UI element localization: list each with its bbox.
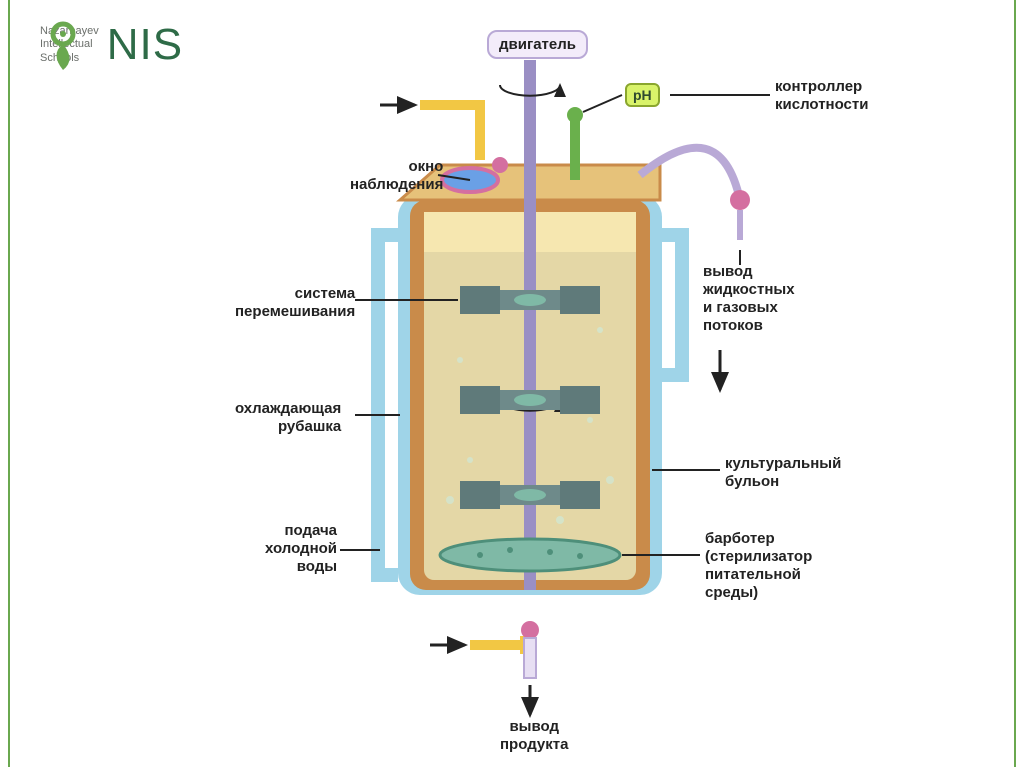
jacket-label: охлаждающая рубашка [235, 400, 341, 436]
feed-pipe-top [420, 105, 480, 160]
jacket-pipe-left [378, 235, 398, 575]
agitator-shaft [524, 60, 536, 590]
broth-label: культуральный бульон [725, 455, 841, 491]
bioreactor-diagram [0, 0, 1024, 767]
acid-controller-label: контроллер кислотности [775, 78, 868, 114]
gas-out-label: вывод жидкостных и газовых потоков [703, 263, 795, 335]
jacket-pipe-right [662, 235, 682, 375]
sparger [440, 539, 620, 571]
product-valve [521, 621, 539, 639]
leader-ph [583, 95, 622, 112]
ph-probe-top [567, 107, 583, 123]
outlet-valve [730, 190, 750, 210]
window-label: окно наблюдения [350, 158, 443, 194]
cold-water-label: подача холодной воды [265, 522, 337, 576]
ph-probe [570, 120, 580, 180]
ph-label: pH [625, 83, 660, 107]
mixing-label: система перемешивания [235, 285, 355, 321]
sparger-label: барботер (стерилизатор питательной среды… [705, 530, 812, 602]
product-label: вывод продукта [500, 718, 568, 754]
product-pipe [524, 638, 536, 678]
motor-label: двигатель [487, 30, 588, 59]
feed-valve-top [492, 157, 508, 173]
